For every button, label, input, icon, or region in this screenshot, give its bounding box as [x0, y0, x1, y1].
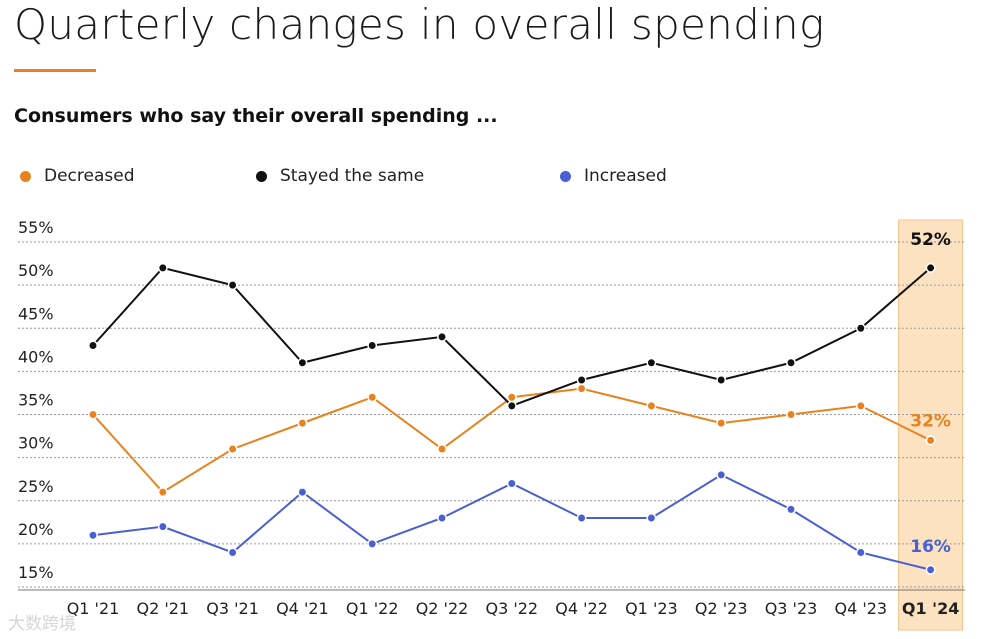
- x-tick-label: Q3 '21: [206, 599, 259, 618]
- x-tick-label: Q2 '22: [416, 599, 469, 618]
- data-point-increased: [367, 538, 378, 549]
- data-point-decreased: [576, 383, 587, 394]
- legend-item-decreased: Decreased: [20, 166, 135, 186]
- data-point-decreased: [227, 444, 238, 454]
- x-tick-label: Q3 '23: [765, 599, 818, 618]
- data-point-increased: [646, 513, 657, 523]
- data-point-increased: [227, 547, 238, 558]
- legend-item-increased: Increased: [560, 166, 667, 186]
- data-point-decreased: [855, 400, 866, 411]
- highlight-band: [898, 219, 964, 631]
- data-point-increased: [88, 530, 98, 541]
- data-point-decreased: [367, 392, 378, 403]
- legend-label-increased: Increased: [584, 166, 667, 186]
- data-point-stayed-the-same: [646, 357, 657, 368]
- chart-legend: Decreased Stayed the same Increased: [0, 166, 984, 190]
- data-point-increased: [855, 547, 866, 558]
- x-tick-label: Q1 '24: [902, 599, 959, 618]
- x-tick-label: Q4 '22: [555, 599, 608, 618]
- y-tick-label: 45%: [18, 304, 54, 323]
- x-tick-label: Q1 '23: [625, 599, 678, 618]
- x-tick-label: Q4 '23: [834, 599, 887, 618]
- data-point-stayed-the-same: [157, 262, 168, 273]
- data-point-stayed-the-same: [227, 280, 238, 291]
- page-title: Quarterly changes in overall spending: [14, 0, 825, 49]
- end-value-label-decreased: 32%: [910, 411, 951, 431]
- watermark-text: 大数跨境: [8, 614, 76, 634]
- data-point-increased: [925, 564, 936, 575]
- y-tick-label: 20%: [18, 520, 54, 539]
- data-point-decreased: [506, 392, 517, 403]
- data-point-stayed-the-same: [88, 340, 98, 351]
- data-point-increased: [297, 487, 308, 498]
- data-point-decreased: [437, 444, 447, 454]
- data-point-decreased: [88, 409, 98, 420]
- x-tick-label: Q2 '21: [136, 599, 189, 618]
- data-point-decreased: [925, 435, 936, 446]
- y-tick-label: 40%: [18, 347, 54, 366]
- y-tick-label: 30%: [18, 434, 54, 453]
- data-point-increased: [437, 513, 447, 523]
- data-point-stayed-the-same: [297, 357, 308, 368]
- data-point-stayed-the-same: [367, 340, 378, 351]
- data-point-increased: [506, 478, 517, 489]
- data-point-increased: [786, 504, 796, 515]
- data-point-increased: [157, 521, 168, 532]
- y-tick-label: 25%: [18, 477, 54, 496]
- y-tick-label: 35%: [18, 391, 54, 410]
- data-point-decreased: [646, 400, 657, 411]
- legend-label-decreased: Decreased: [44, 166, 135, 186]
- data-point-decreased: [297, 418, 308, 429]
- data-point-decreased: [157, 487, 168, 498]
- x-tick-label: Q4 '21: [276, 599, 329, 618]
- end-value-label-stayed-the-same: 52%: [910, 230, 951, 250]
- data-point-increased: [716, 469, 727, 480]
- legend-dot-increased: [560, 170, 571, 182]
- data-point-increased: [576, 513, 587, 523]
- chart-subtitle: Consumers who say their overall spending…: [14, 105, 498, 127]
- end-value-label-increased: 16%: [910, 537, 951, 557]
- data-point-stayed-the-same: [576, 375, 587, 385]
- data-point-stayed-the-same: [925, 262, 936, 273]
- data-point-stayed-the-same: [855, 323, 866, 334]
- legend-dot-stayed-the-same: [256, 170, 267, 182]
- series-line-stayed-the-same: [92, 266, 932, 408]
- title-accent-rule: [14, 69, 96, 72]
- legend-label-stayed-the-same: Stayed the same: [280, 166, 425, 186]
- x-tick-label: Q1 '21: [67, 599, 120, 618]
- data-point-stayed-the-same: [506, 400, 517, 411]
- legend-item-stayed-the-same: Stayed the same: [256, 166, 424, 186]
- y-tick-label: 15%: [18, 563, 54, 582]
- x-tick-label: Q3 '22: [485, 599, 538, 618]
- data-point-decreased: [716, 418, 727, 429]
- data-point-stayed-the-same: [437, 331, 447, 342]
- legend-dot-decreased: [20, 170, 31, 182]
- x-tick-label: Q2 '23: [695, 599, 748, 618]
- data-point-decreased: [786, 409, 796, 420]
- y-tick-label: 50%: [18, 261, 54, 280]
- data-point-stayed-the-same: [786, 357, 796, 368]
- y-tick-label: 55%: [18, 218, 54, 237]
- data-point-stayed-the-same: [716, 375, 727, 385]
- series-line-increased: [92, 473, 931, 571]
- x-tick-label: Q1 '22: [346, 599, 399, 618]
